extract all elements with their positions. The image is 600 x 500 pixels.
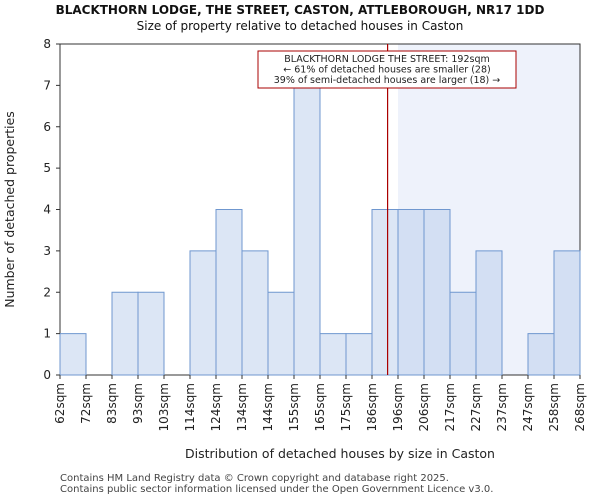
y-tick-label: 7 — [43, 78, 51, 92]
x-axis-label: Distribution of detached houses by size … — [185, 446, 495, 461]
x-tick-label: 196sqm — [391, 383, 405, 431]
bar-217sqm — [449, 291, 477, 376]
annotation-line-1: BLACKTHORN LODGE THE STREET: 192sqm — [284, 54, 490, 65]
bar-134sqm — [241, 250, 269, 376]
chart-title: BLACKTHORN LODGE, THE STREET, CASTON, AT… — [55, 3, 545, 17]
x-tick-label: 124sqm — [209, 383, 223, 431]
chart-subtitle: Size of property relative to detached ho… — [136, 19, 464, 33]
x-tick-label: 62sqm — [53, 383, 67, 424]
annotation-line-2: ← 61% of detached houses are smaller (28… — [283, 65, 490, 76]
bar-114sqm — [189, 250, 217, 376]
bar-155sqm — [293, 84, 321, 376]
y-tick-label: 4 — [43, 203, 51, 217]
bar-258sqm — [553, 250, 581, 376]
annotation-box — [257, 50, 517, 89]
x-tick-label: 247sqm — [521, 383, 535, 431]
x-tick-label: 72sqm — [79, 383, 93, 424]
x-tick-label: 165sqm — [313, 383, 327, 431]
x-tick-label: 268sqm — [573, 383, 587, 431]
bar-186sqm — [371, 209, 399, 376]
y-tick-label: 3 — [43, 244, 51, 258]
x-tick-label: 134sqm — [235, 383, 249, 431]
x-tick-label: 186sqm — [365, 383, 379, 431]
x-tick-label: 114sqm — [183, 383, 197, 431]
footer-line-2: Contains public sector information licen… — [60, 484, 494, 495]
x-tick-label: 175sqm — [339, 383, 353, 431]
x-tick-label: 258sqm — [547, 383, 561, 431]
bar-247sqm — [527, 333, 555, 376]
x-tick-label: 237sqm — [495, 383, 509, 431]
y-axis-label: Number of detached properties — [2, 111, 17, 308]
bar-62sqm — [59, 333, 87, 376]
x-tick-label: 227sqm — [469, 383, 483, 431]
y-tick-label: 6 — [43, 120, 51, 134]
x-tick-label: 206sqm — [417, 383, 431, 431]
x-tick-label: 103sqm — [157, 383, 171, 431]
x-tick-label: 155sqm — [287, 383, 301, 431]
bar-124sqm — [215, 209, 243, 376]
y-tick-label: 5 — [43, 161, 51, 175]
bar-144sqm — [267, 291, 295, 376]
annotation-line-3: 39% of semi-detached houses are larger (… — [274, 75, 501, 86]
x-tick-label: 217sqm — [443, 383, 457, 431]
x-tick-label: 93sqm — [131, 383, 145, 424]
bar-175sqm — [345, 333, 373, 376]
footer-line-1: Contains HM Land Registry data © Crown c… — [60, 473, 449, 484]
x-tick-label: 83sqm — [105, 383, 119, 424]
y-tick-label: 1 — [43, 327, 51, 341]
x-tick-label: 144sqm — [261, 383, 275, 431]
bar-83sqm — [111, 291, 139, 376]
bar-227sqm — [475, 250, 503, 376]
bar-93sqm — [137, 291, 165, 376]
y-tick-label: 0 — [43, 368, 51, 382]
y-tick-label: 2 — [43, 285, 51, 299]
bar-196sqm — [397, 209, 425, 376]
bar-206sqm — [423, 209, 451, 376]
y-tick-label: 8 — [43, 37, 51, 51]
bar-165sqm — [319, 333, 347, 376]
